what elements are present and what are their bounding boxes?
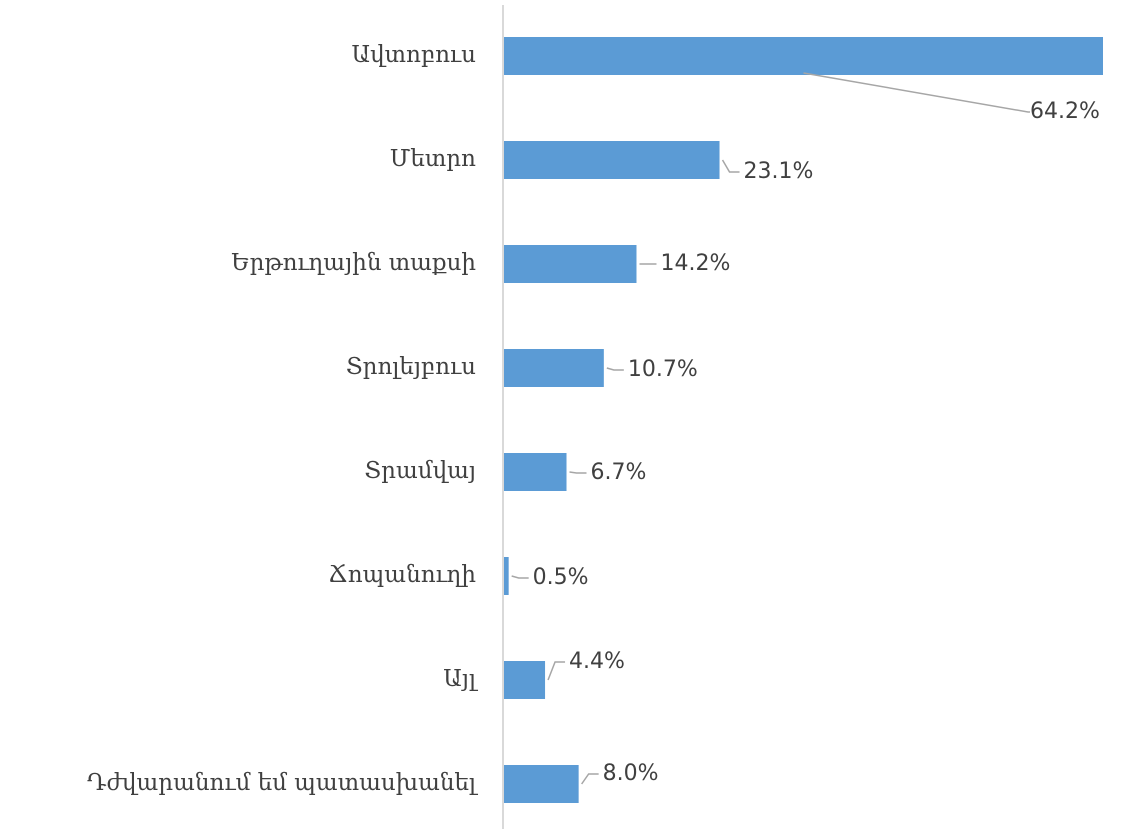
- leader-line: [511, 575, 529, 579]
- leader-line: [569, 471, 587, 474]
- data-label: 8.0%: [603, 761, 659, 786]
- leader-line: [606, 367, 624, 371]
- data-label: 14.2%: [660, 251, 730, 276]
- data-label: 10.7%: [628, 357, 698, 382]
- bar: [504, 37, 1103, 75]
- bar: [504, 453, 567, 491]
- category-label: Ավտոբուս: [352, 42, 477, 68]
- data-label: 0.5%: [533, 565, 589, 590]
- bar: [504, 557, 509, 595]
- category-label: Տրամվայ: [364, 458, 476, 484]
- data-label: 23.1%: [744, 159, 814, 184]
- bar: [504, 141, 720, 179]
- bar: [504, 661, 546, 699]
- bar: [504, 349, 604, 387]
- category-label: Ճոպանուղի: [328, 562, 476, 588]
- category-label: Երթուղային տաքսի: [231, 250, 476, 276]
- bar: [504, 765, 579, 803]
- category-label: Այլ: [443, 666, 479, 692]
- category-label: Դժվարանում եմ պատասխանել: [87, 770, 479, 796]
- data-label: 64.2%: [1030, 99, 1100, 124]
- leader-line: [581, 773, 599, 785]
- leader-line: [721, 159, 740, 173]
- data-label: 4.4%: [569, 649, 625, 674]
- leader-line: [547, 661, 566, 681]
- leader-line: [803, 72, 1030, 113]
- category-label: Տրոլեյբուս: [346, 354, 476, 380]
- data-label: 6.7%: [591, 460, 647, 485]
- bar: [504, 245, 637, 283]
- category-label: Մետրո: [390, 146, 476, 172]
